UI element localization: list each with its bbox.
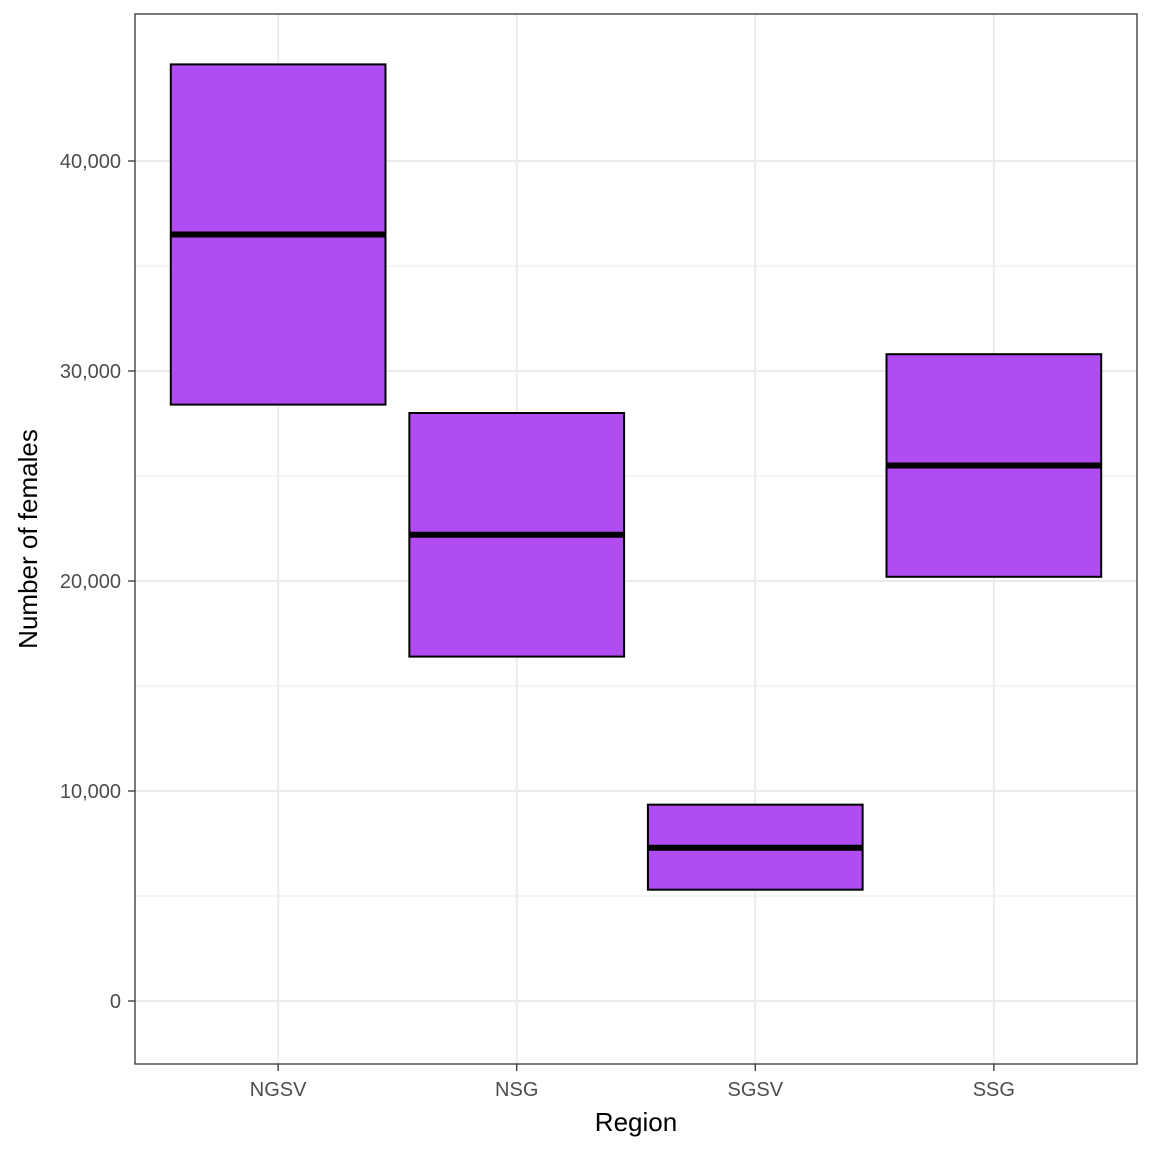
crossbars <box>169 63 1103 891</box>
y-tick-label: 30,000 <box>60 361 121 383</box>
x-tick-label: NSG <box>495 1079 538 1101</box>
x-tick-label: SSG <box>973 1079 1015 1101</box>
panel-border <box>134 13 1138 1065</box>
x-axis-ticks: NGSV NSG SGSV SSG <box>250 1064 1015 1101</box>
y-tick-label: 10,000 <box>60 781 121 803</box>
y-tick-label: 40,000 <box>60 151 121 173</box>
x-axis-title: Region <box>595 1107 677 1137</box>
y-axis-ticks: 0 10,000 20,000 30,000 40,000 <box>60 151 135 1013</box>
y-tick-label: 0 <box>110 991 121 1013</box>
x-tick-label: NGSV <box>250 1079 307 1101</box>
y-tick-label: 20,000 <box>60 571 121 593</box>
x-tick-label: SGSV <box>727 1079 783 1101</box>
y-axis-title: Number of females <box>13 429 43 649</box>
